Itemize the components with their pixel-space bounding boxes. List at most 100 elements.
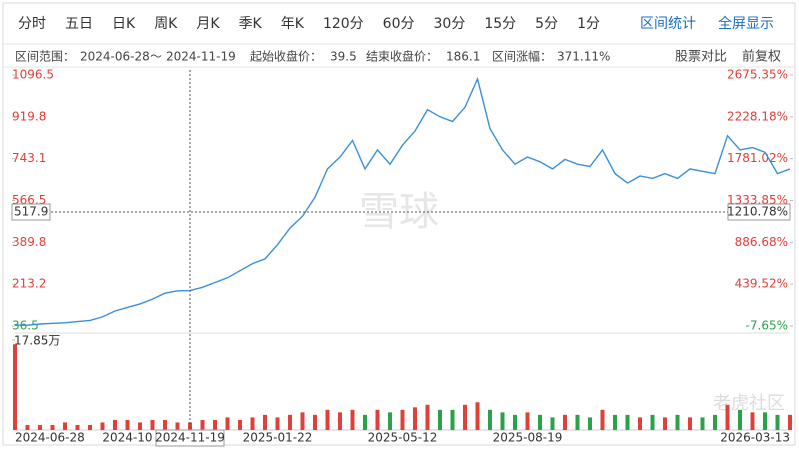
volume-bar bbox=[725, 404, 730, 430]
period-tab[interactable]: 五日 bbox=[65, 16, 93, 32]
volume-bar bbox=[650, 414, 655, 430]
volume-bar bbox=[788, 414, 792, 430]
range-sep: ～ bbox=[150, 50, 162, 64]
volume-tick-label: 17.85万 bbox=[14, 334, 60, 348]
crosshair-box bbox=[155, 429, 225, 447]
x-tick-label: 2024-10 bbox=[102, 431, 152, 445]
volume-bar bbox=[763, 412, 767, 430]
volume-bar bbox=[263, 414, 267, 430]
volume-bar bbox=[250, 417, 255, 430]
period-tab[interactable]: 季K bbox=[239, 16, 263, 32]
period-tab[interactable]: 1分 bbox=[577, 16, 600, 32]
volume-bar bbox=[513, 414, 517, 430]
period-tab[interactable]: 年K bbox=[281, 16, 305, 32]
frame bbox=[2, 2, 796, 446]
volume-bar bbox=[75, 424, 80, 430]
volume-bar bbox=[313, 414, 317, 430]
volume-bar bbox=[463, 404, 467, 430]
crosshair-box bbox=[11, 203, 51, 221]
x-tick-label: 2025-05-12 bbox=[368, 431, 438, 445]
period-tab[interactable]: 60分 bbox=[383, 16, 415, 32]
x-tick-label: 2024-06-28 bbox=[15, 431, 85, 445]
volume-bar bbox=[425, 404, 430, 430]
period-tab[interactable]: 月K bbox=[196, 16, 220, 32]
volume-bar bbox=[488, 409, 492, 430]
y-tick-label: 919.8 bbox=[12, 109, 46, 123]
period-tab[interactable]: 5分 bbox=[535, 16, 558, 32]
action[interactable]: 全屏显示 bbox=[718, 15, 774, 32]
period-tab[interactable]: 30分 bbox=[434, 16, 466, 32]
start-label: 起始收盘价： bbox=[250, 49, 322, 64]
range-end: 2024-11-19 bbox=[166, 50, 236, 64]
volume-bar bbox=[100, 422, 105, 430]
volume-bar bbox=[275, 417, 280, 430]
volume-bar bbox=[375, 409, 380, 430]
volume-bar bbox=[625, 414, 630, 430]
volume-bar bbox=[713, 414, 717, 430]
volume-bar bbox=[338, 412, 342, 430]
volume-bar bbox=[63, 422, 67, 430]
volume-bar bbox=[163, 419, 167, 430]
period-tab[interactable]: 周K bbox=[154, 16, 178, 32]
volume-bar bbox=[13, 344, 17, 430]
action[interactable]: 区间统计 bbox=[640, 16, 696, 32]
range-label: 区间范围： bbox=[15, 50, 75, 64]
volume-bar bbox=[475, 402, 480, 430]
y-tick-label: 566.5 bbox=[12, 193, 46, 207]
volume-bar bbox=[213, 419, 217, 430]
tool[interactable]: 前复权 bbox=[742, 49, 781, 65]
volume-bar bbox=[238, 419, 242, 430]
volume-bar bbox=[575, 414, 580, 430]
volume-bar bbox=[400, 409, 405, 430]
volume-bar bbox=[50, 424, 55, 430]
period-tab[interactable]: 日K bbox=[112, 16, 136, 32]
y-tick-label: 389.8 bbox=[12, 235, 46, 249]
volume-bar bbox=[350, 409, 355, 430]
tool[interactable]: 股票对比 bbox=[675, 50, 727, 65]
end-label: 结束收盘价： bbox=[366, 49, 438, 64]
volume-bar bbox=[700, 417, 705, 430]
crosshair-box bbox=[727, 203, 791, 221]
period-tab[interactable]: 15分 bbox=[484, 16, 516, 32]
x-tick-label: 2025-01-22 bbox=[243, 431, 313, 445]
x-tick-label: 2026-03-13 bbox=[720, 431, 790, 445]
volume-bar bbox=[363, 414, 367, 430]
y2-tick-label: 439.52% bbox=[735, 277, 788, 291]
price-line bbox=[15, 76, 791, 326]
volume-bar bbox=[638, 417, 642, 430]
volume-bar bbox=[175, 422, 180, 430]
volume-bar bbox=[300, 412, 305, 430]
y2-tick-label: 886.68% bbox=[735, 235, 788, 249]
volume-bar bbox=[388, 412, 392, 430]
volume-bar bbox=[663, 417, 667, 430]
volume-bar bbox=[588, 417, 592, 430]
volume-bar bbox=[750, 412, 755, 430]
volume-bar bbox=[600, 409, 605, 430]
y2-tick-label: 2675.35% bbox=[727, 68, 788, 82]
volume-bar bbox=[113, 419, 117, 430]
volume-bar bbox=[675, 414, 680, 430]
range-start: 2024-06-28 bbox=[80, 50, 150, 64]
period-tab[interactable]: 120分 bbox=[323, 16, 364, 32]
y-tick-label: 1096.5 bbox=[12, 68, 54, 82]
x-tick-label: 2024-11-19 bbox=[155, 431, 225, 445]
start-close: 39.5 bbox=[330, 50, 357, 64]
crosshair-label: 1210.78% bbox=[727, 205, 788, 219]
volume-bar bbox=[288, 414, 292, 430]
volume-bar bbox=[525, 412, 530, 430]
y2-tick-label: 1333.85% bbox=[727, 193, 788, 207]
volume-bar bbox=[563, 414, 567, 430]
period-tab[interactable]: 分时 bbox=[18, 16, 46, 32]
volume-bar bbox=[150, 419, 155, 430]
volume-bar bbox=[738, 409, 742, 430]
volume-bar bbox=[125, 419, 130, 430]
volume-bar bbox=[500, 412, 505, 430]
y2-tick-label: -7.65% bbox=[746, 319, 788, 333]
volume-bar bbox=[200, 419, 205, 430]
volume-bar bbox=[225, 417, 230, 430]
y2-tick-label: 2228.18% bbox=[727, 109, 788, 123]
volume-bar bbox=[138, 422, 142, 430]
y-tick-label: 743.1 bbox=[12, 151, 46, 165]
x-tick-label: 2025-08-19 bbox=[493, 431, 563, 445]
